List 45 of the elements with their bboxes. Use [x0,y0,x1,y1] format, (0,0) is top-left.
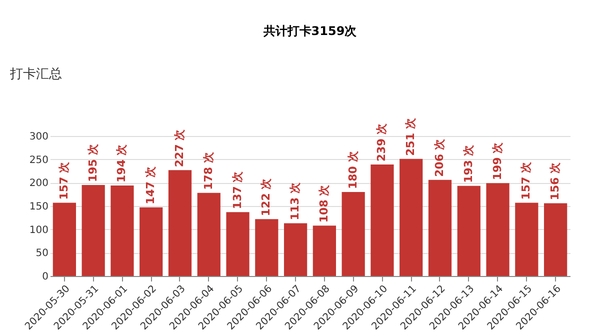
y-tick-label: 150 [29,202,48,212]
chart-title: 共计打卡3159次 [262,24,358,38]
bar [226,212,250,276]
bar [486,183,510,276]
bar [52,202,76,276]
bar [400,158,423,276]
bar [457,186,480,276]
data-label: 122 次 [260,177,273,216]
data-label: 113 次 [288,181,302,220]
bar [312,226,336,276]
y-tick-label: 250 [29,154,48,166]
y-tick-label: 0 [42,272,48,282]
data-label: 194 次 [115,144,128,182]
data-label: 180 次 [346,150,360,189]
data-label: 108 次 [317,184,330,223]
bar [370,164,394,276]
bar [82,185,105,276]
bar [255,219,278,276]
y-tick-label: 50 [36,248,48,260]
bar [284,223,308,276]
bar [110,185,134,276]
y-tick-label: 100 [29,224,48,236]
data-label: 206 次 [433,138,446,177]
bar [428,180,452,276]
data-label: 157 次 [57,160,70,200]
y-tick-label: 300 [29,132,48,142]
data-label: 137 次 [230,170,244,210]
data-label: 157 次 [520,160,533,200]
data-label: 227 次 [173,128,186,168]
y-tick-label: 200 [29,178,48,190]
data-label: 195 次 [86,143,100,182]
bar [197,192,220,276]
text: 打卡汇总 [9,67,62,82]
data-label: 147 次 [144,166,158,204]
bar [515,202,538,276]
bar [140,207,163,276]
data-label: 178 次 [202,151,215,190]
data-label: 193 次 [462,144,475,183]
bar [342,192,365,276]
data-label: 239 次 [375,122,388,162]
bar [168,170,192,276]
bar [544,203,568,276]
data-label: 251 次 [404,117,418,156]
data-label: 199 次 [490,141,504,180]
data-label: 156 次 [548,161,562,200]
